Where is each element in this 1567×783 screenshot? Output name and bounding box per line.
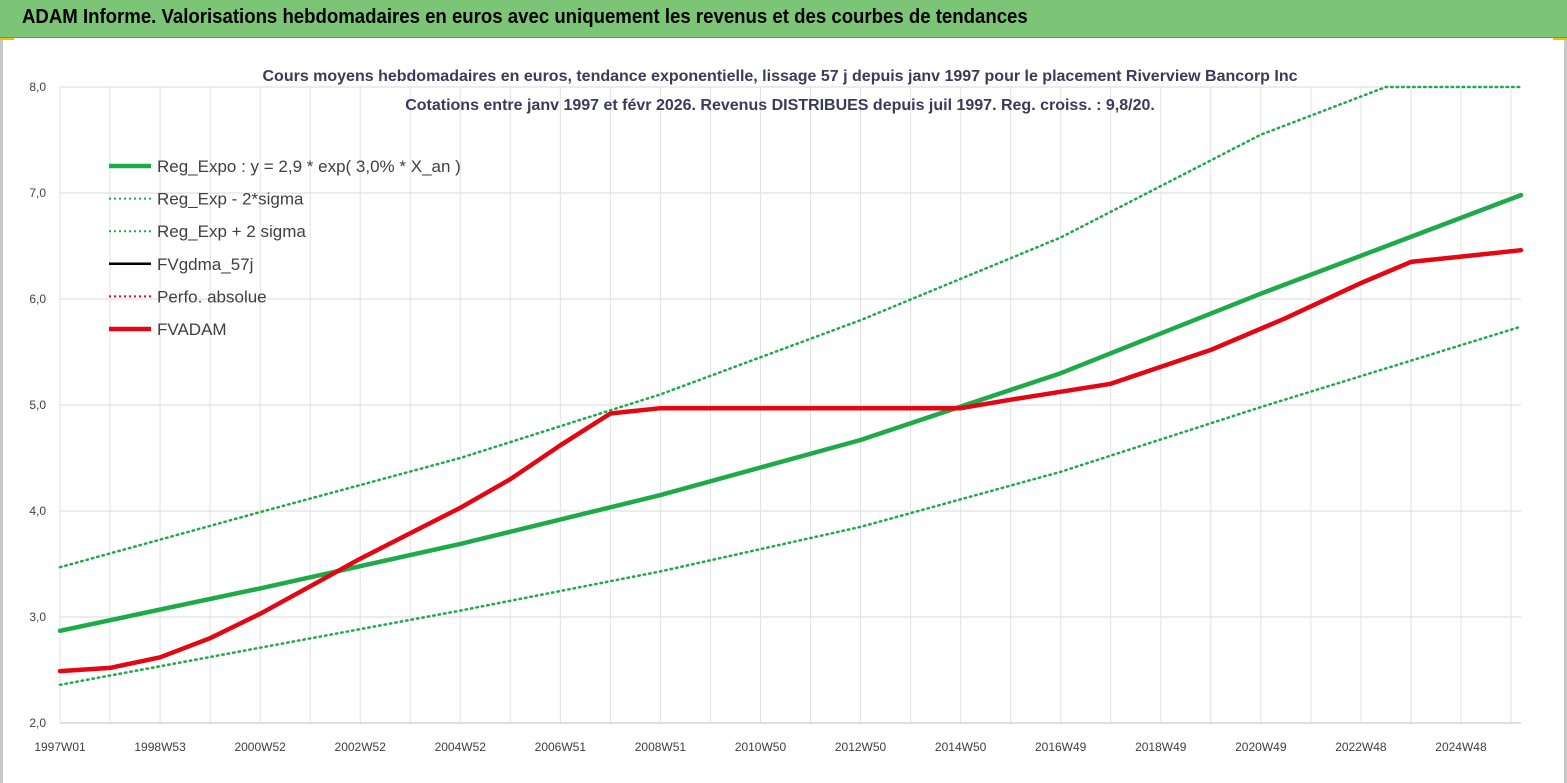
report-banner: ADAM Informe. Valorisations hebdomadaire… xyxy=(0,0,1567,38)
x-axis-ticks: 1997W01 1998W53 2000W52 2002W52 2004W52 2006W… xyxy=(34,740,1487,754)
report-title: ADAM Informe. Valorisations hebdomadaire… xyxy=(22,6,1028,28)
x-tick-label: 2024W48 xyxy=(1435,740,1487,754)
series-line-0 xyxy=(57,192,1524,634)
x-tick-label: 2022W48 xyxy=(1335,740,1387,754)
y-tick-label: 4,0 xyxy=(29,504,46,518)
x-tick-label: 2008W51 xyxy=(635,740,687,754)
chart-title-line2: Cotations entre janv 1997 et févr 2026. … xyxy=(405,97,1155,114)
x-tick-label: 2012W50 xyxy=(835,740,887,754)
grid-lines xyxy=(59,86,1521,724)
y-tick-label: 6,0 xyxy=(29,292,46,306)
x-tick-label: 2016W49 xyxy=(1035,740,1087,754)
x-tick-label: 2020W49 xyxy=(1235,740,1287,754)
x-tick-label: 1998W53 xyxy=(134,740,186,754)
legend-label-5: FVADAM xyxy=(157,320,227,339)
chart-frame xyxy=(0,40,1567,783)
y-tick-label: 7,0 xyxy=(29,186,46,200)
x-tick-label: 2002W52 xyxy=(335,740,387,754)
legend-label-3: FVgdma_57j xyxy=(157,255,253,274)
legend-label-0: Reg_Expo : y = 2,9 * exp( 3,0% * X_an ) xyxy=(157,157,461,176)
x-tick-label: 2000W52 xyxy=(234,740,286,754)
series-line-2 xyxy=(58,85,1523,569)
y-tick-label: 2,0 xyxy=(29,716,46,730)
series-line-1 xyxy=(58,325,1523,687)
y-axis-ticks: 2,0 3,0 4,0 5,0 6,0 7,0 8,0 xyxy=(29,80,46,730)
x-tick-label: 2004W52 xyxy=(435,740,487,754)
series-line-5 xyxy=(57,247,1524,674)
legend-label-2: Reg_Exp + 2 sigma xyxy=(157,222,306,241)
chart-title-line1: Cours moyens hebdomadaires en euros, ten… xyxy=(262,68,1297,85)
x-tick-label: 2018W49 xyxy=(1135,740,1187,754)
x-tick-label: 1997W01 xyxy=(34,740,86,754)
chart-legend: Reg_Expo : y = 2,9 * exp( 3,0% * X_an ) R… xyxy=(109,157,461,339)
x-tick-label: 2014W50 xyxy=(935,740,987,754)
y-tick-label: 8,0 xyxy=(29,80,46,94)
legend-label-1: Reg_Exp - 2*sigma xyxy=(157,190,304,209)
y-tick-label: 5,0 xyxy=(29,398,46,412)
series-lines xyxy=(57,85,1524,687)
legend-label-4: Perfo. absolue xyxy=(157,287,267,306)
y-tick-label: 3,0 xyxy=(29,610,46,624)
x-tick-label: 2010W50 xyxy=(735,740,787,754)
x-tick-label: 2006W51 xyxy=(535,740,587,754)
